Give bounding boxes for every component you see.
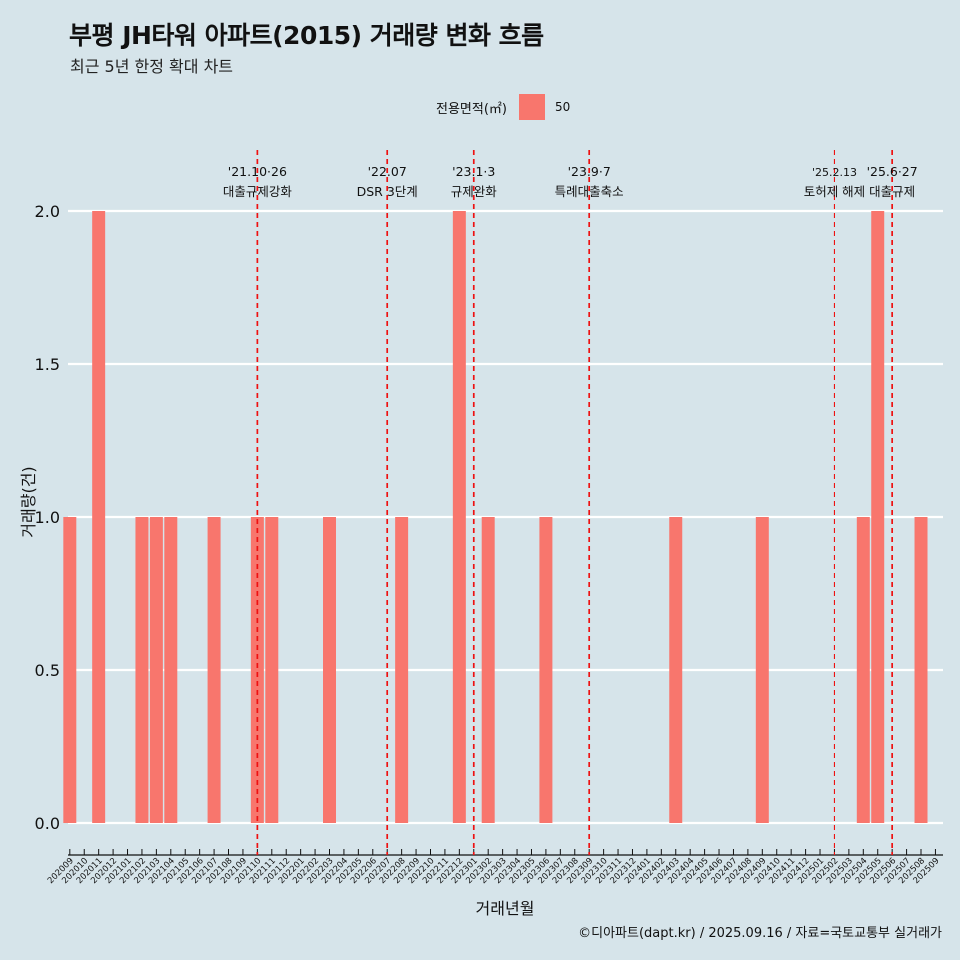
bar: [539, 517, 553, 823]
y-tick-label: 0.5: [35, 661, 60, 680]
bar: [207, 517, 221, 823]
chart-title: 부평 JH타워 아파트(2015) 거래량 변화 흐름: [69, 21, 544, 50]
bar: [481, 517, 495, 823]
bar: [452, 211, 466, 823]
bar: [755, 517, 769, 823]
event-name-label: 대출규제: [869, 184, 915, 199]
event-date-label: '25.2.13: [812, 166, 857, 179]
y-tick-label: 1.0: [35, 508, 60, 527]
event-date-label: '22.07: [368, 164, 407, 179]
bar: [914, 517, 928, 823]
bar: [323, 517, 336, 823]
y-tick-label: 1.5: [35, 355, 60, 374]
event-name-label: DSR 3단계: [357, 184, 418, 199]
legend-swatch: [518, 94, 545, 120]
bar: [63, 517, 77, 823]
y-axis-title: 거래량(건): [19, 466, 38, 537]
bar: [395, 517, 409, 823]
y-tick-label: 0.0: [35, 814, 60, 833]
bar: [871, 211, 885, 823]
bar: [856, 517, 870, 823]
event-name-label: 특례대출축소: [555, 184, 624, 199]
event-date-label: '25.6·27: [867, 164, 918, 179]
bar: [92, 211, 106, 823]
bar: [669, 517, 683, 823]
event-name-label: 대출규제강화: [223, 184, 293, 199]
bar: [135, 517, 149, 823]
event-date-label: '23.9·7: [568, 164, 611, 179]
x-axis-title: 거래년월: [476, 899, 535, 918]
bar: [250, 517, 264, 823]
source-footer: ©디아파트(dapt.kr) / 2025.09.16 / 자료=국토교통부 실…: [578, 926, 942, 941]
legend-title: 전용면적(㎡): [436, 101, 507, 117]
bar: [149, 517, 163, 823]
event-date-label: '21.10·26: [228, 164, 287, 179]
event-name-label: 규제완화: [451, 184, 498, 199]
legend: 전용면적(㎡) 50: [436, 93, 570, 121]
event-name-label: 토허제 해제: [804, 184, 865, 199]
y-tick-label: 2.0: [35, 202, 60, 221]
chart-subtitle: 최근 5년 한정 확대 차트: [70, 57, 234, 76]
event-date-label: '23.1·3: [452, 164, 495, 179]
legend-item: 50: [554, 100, 571, 114]
bar: [164, 517, 178, 823]
bar: [265, 517, 279, 823]
